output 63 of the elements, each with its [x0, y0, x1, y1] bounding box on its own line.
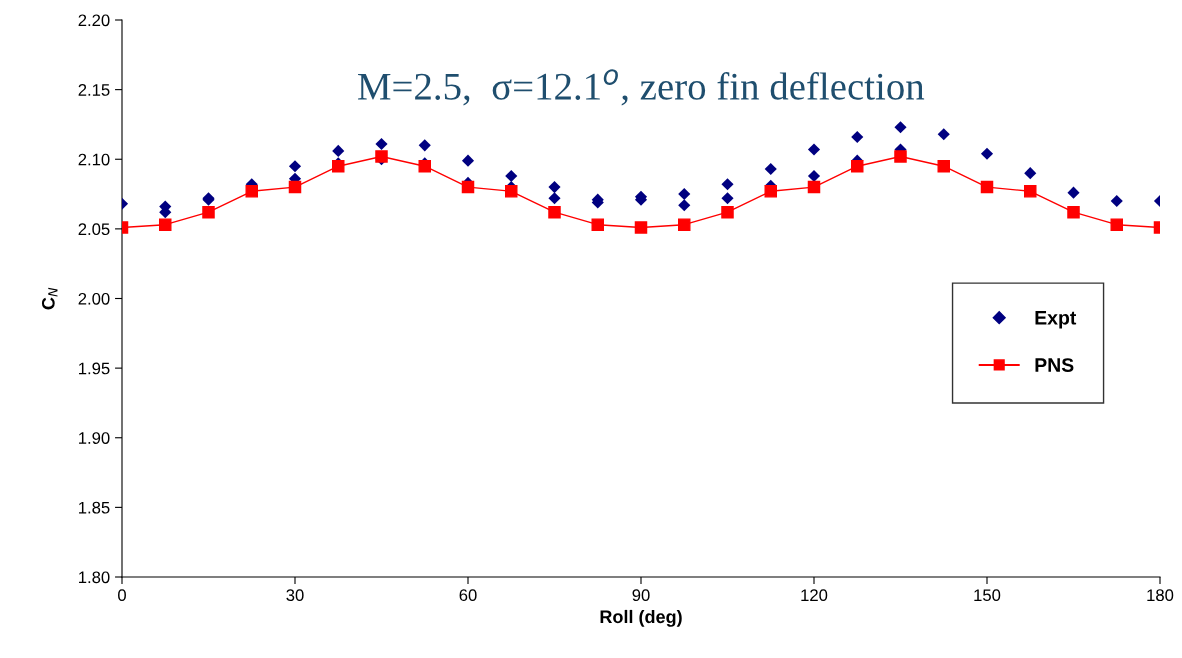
point [1067, 186, 1080, 199]
text: M=2.5, σ=12.1$^{o}$, zero fin deflection [358, 69, 925, 106]
point [202, 205, 215, 219]
y-tick-label: 1.90 [79, 432, 110, 444]
y-tick-label: 2.05 [78, 223, 110, 236]
legend-label: Expt [1035, 311, 1077, 329]
point [505, 169, 518, 183]
point [677, 218, 691, 231]
point [461, 154, 475, 167]
x-tick-label: 120 [801, 589, 828, 602]
point [332, 144, 345, 157]
point [851, 130, 864, 144]
y-axis-title: C$_{N}$ [41, 287, 58, 310]
point [591, 218, 605, 231]
point [1110, 218, 1124, 231]
x-axis-title: Roll (deg) [600, 609, 682, 627]
point [1024, 167, 1037, 180]
point [764, 185, 778, 198]
point [504, 185, 518, 198]
point [850, 159, 864, 173]
point [980, 147, 994, 160]
y-tick-label: 2.15 [78, 84, 110, 96]
point [678, 188, 691, 201]
point [721, 192, 734, 205]
point [375, 137, 388, 150]
point [548, 181, 561, 194]
y-tick-label: 1.85 [79, 501, 110, 514]
point [678, 199, 691, 212]
x-tick-label: 60 [459, 589, 477, 602]
point [1023, 185, 1037, 198]
point [937, 128, 950, 141]
point [721, 205, 734, 219]
point [721, 178, 734, 191]
point [158, 218, 172, 231]
point [807, 169, 821, 183]
point [634, 221, 648, 234]
point [1110, 194, 1123, 208]
point [1067, 205, 1080, 219]
point [418, 139, 431, 152]
x-tick-label: 0 [118, 589, 126, 602]
y-tick-label: 2.00 [78, 292, 110, 305]
y-tick-label: 2.20 [78, 14, 110, 27]
x-tick-label: 30 [286, 589, 304, 602]
y-tick-label: 1.80 [79, 571, 110, 584]
point [288, 180, 302, 194]
point [548, 205, 561, 219]
point [980, 180, 994, 194]
point [548, 192, 561, 205]
point [764, 162, 777, 176]
x-tick-label: 90 [632, 589, 650, 602]
point [461, 180, 475, 194]
legend-label: PNS [1035, 358, 1074, 372]
point [245, 185, 259, 198]
point [807, 180, 821, 194]
y-tick-label: 2.10 [78, 153, 110, 166]
point [894, 121, 907, 134]
point [288, 160, 302, 173]
point [807, 143, 821, 156]
y-tick-label: 1.95 [79, 362, 110, 375]
point [894, 150, 907, 163]
point [937, 159, 951, 173]
x-tick-label: 180 [1147, 589, 1174, 602]
x-tick-label: 150 [974, 589, 1001, 602]
